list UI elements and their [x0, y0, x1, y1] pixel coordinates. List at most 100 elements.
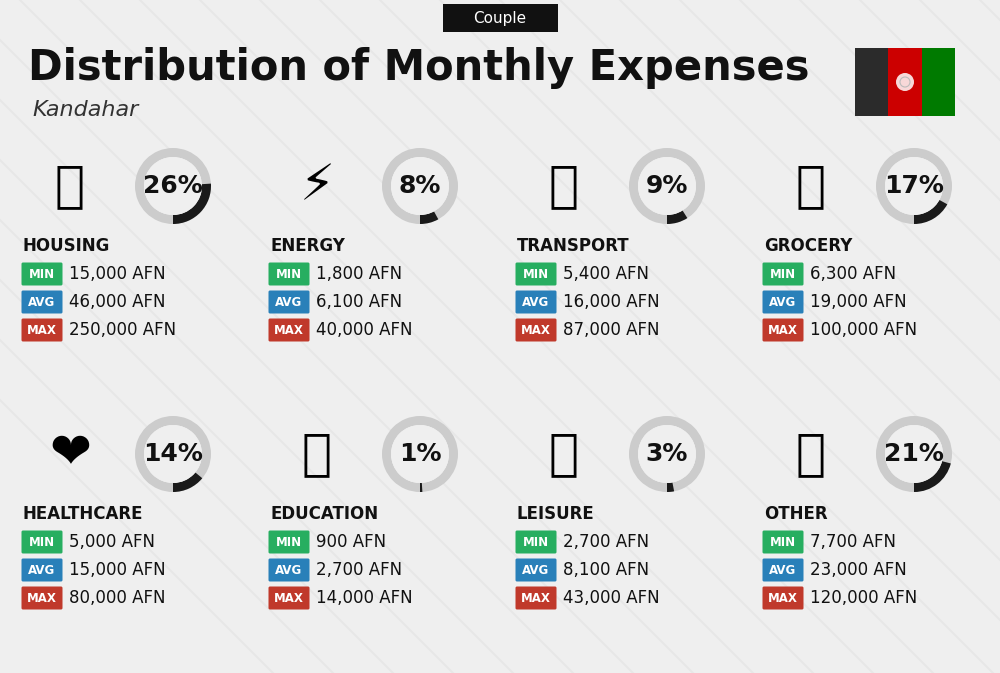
FancyBboxPatch shape [268, 530, 310, 553]
Text: ⚡: ⚡ [299, 162, 335, 210]
Text: OTHER: OTHER [764, 505, 828, 523]
Text: TRANSPORT: TRANSPORT [517, 237, 630, 255]
Wedge shape [667, 211, 687, 224]
Circle shape [896, 73, 914, 91]
Circle shape [885, 157, 943, 215]
FancyBboxPatch shape [22, 559, 62, 581]
Text: AVG: AVG [28, 295, 56, 308]
Wedge shape [914, 200, 947, 224]
Text: 7,700 AFN: 7,700 AFN [810, 533, 896, 551]
Text: MAX: MAX [274, 592, 304, 604]
FancyBboxPatch shape [516, 262, 556, 285]
Text: 🏢: 🏢 [55, 162, 85, 210]
Text: MIN: MIN [770, 267, 796, 281]
Text: 9%: 9% [646, 174, 688, 198]
Text: MAX: MAX [768, 324, 798, 336]
FancyBboxPatch shape [268, 318, 310, 341]
FancyBboxPatch shape [22, 586, 62, 610]
Text: 1,800 AFN: 1,800 AFN [316, 265, 402, 283]
FancyBboxPatch shape [268, 291, 310, 314]
Wedge shape [876, 416, 952, 492]
FancyBboxPatch shape [22, 291, 62, 314]
Text: 🛒: 🛒 [796, 162, 826, 210]
FancyBboxPatch shape [763, 586, 804, 610]
Text: MAX: MAX [521, 324, 551, 336]
FancyBboxPatch shape [268, 262, 310, 285]
Text: MIN: MIN [770, 536, 796, 548]
Text: 19,000 AFN: 19,000 AFN [810, 293, 907, 311]
Text: 43,000 AFN: 43,000 AFN [563, 589, 660, 607]
Text: 26%: 26% [143, 174, 203, 198]
Text: 80,000 AFN: 80,000 AFN [69, 589, 166, 607]
Circle shape [144, 425, 202, 483]
Text: Couple: Couple [473, 11, 527, 26]
Text: AVG: AVG [522, 563, 550, 577]
Text: 15,000 AFN: 15,000 AFN [69, 265, 166, 283]
Text: 21%: 21% [884, 442, 944, 466]
Text: AVG: AVG [275, 295, 303, 308]
FancyBboxPatch shape [516, 291, 556, 314]
FancyBboxPatch shape [22, 318, 62, 341]
Wedge shape [914, 461, 951, 492]
Text: 23,000 AFN: 23,000 AFN [810, 561, 907, 579]
Text: Kandahar: Kandahar [32, 100, 138, 120]
FancyBboxPatch shape [268, 559, 310, 581]
Text: MIN: MIN [29, 536, 55, 548]
Text: 15,000 AFN: 15,000 AFN [69, 561, 166, 579]
Wedge shape [420, 211, 438, 224]
Text: 14%: 14% [143, 442, 203, 466]
Text: 3%: 3% [646, 442, 688, 466]
Text: 120,000 AFN: 120,000 AFN [810, 589, 917, 607]
Text: AVG: AVG [28, 563, 56, 577]
FancyBboxPatch shape [763, 262, 804, 285]
Text: 100,000 AFN: 100,000 AFN [810, 321, 917, 339]
Text: 16,000 AFN: 16,000 AFN [563, 293, 660, 311]
Text: 💰: 💰 [796, 430, 826, 478]
Wedge shape [629, 148, 705, 224]
Text: MAX: MAX [27, 324, 57, 336]
Text: LEISURE: LEISURE [517, 505, 595, 523]
Text: Distribution of Monthly Expenses: Distribution of Monthly Expenses [28, 47, 810, 89]
Wedge shape [135, 416, 211, 492]
Text: 87,000 AFN: 87,000 AFN [563, 321, 660, 339]
Text: MAX: MAX [27, 592, 57, 604]
Text: MAX: MAX [768, 592, 798, 604]
FancyBboxPatch shape [763, 291, 804, 314]
Text: 17%: 17% [884, 174, 944, 198]
FancyBboxPatch shape [516, 586, 556, 610]
FancyBboxPatch shape [516, 318, 556, 341]
FancyBboxPatch shape [763, 530, 804, 553]
Circle shape [391, 157, 449, 215]
Circle shape [391, 425, 449, 483]
Text: 14,000 AFN: 14,000 AFN [316, 589, 413, 607]
Text: 900 AFN: 900 AFN [316, 533, 386, 551]
Text: ENERGY: ENERGY [270, 237, 345, 255]
FancyBboxPatch shape [22, 530, 62, 553]
Text: 250,000 AFN: 250,000 AFN [69, 321, 176, 339]
Wedge shape [629, 416, 705, 492]
Text: 5,000 AFN: 5,000 AFN [69, 533, 155, 551]
Text: AVG: AVG [769, 295, 797, 308]
Text: 8%: 8% [399, 174, 441, 198]
Text: 🚌: 🚌 [549, 162, 579, 210]
Wedge shape [420, 483, 422, 492]
FancyBboxPatch shape [22, 262, 62, 285]
Wedge shape [173, 472, 202, 492]
Wedge shape [173, 184, 211, 224]
FancyBboxPatch shape [268, 586, 310, 610]
Circle shape [885, 425, 943, 483]
Text: MIN: MIN [523, 267, 549, 281]
Text: 40,000 AFN: 40,000 AFN [316, 321, 413, 339]
Text: HOUSING: HOUSING [23, 237, 110, 255]
FancyBboxPatch shape [763, 318, 804, 341]
Text: 5,400 AFN: 5,400 AFN [563, 265, 649, 283]
Text: 8,100 AFN: 8,100 AFN [563, 561, 649, 579]
Text: AVG: AVG [275, 563, 303, 577]
Text: GROCERY: GROCERY [764, 237, 852, 255]
Text: HEALTHCARE: HEALTHCARE [23, 505, 144, 523]
Text: MIN: MIN [276, 267, 302, 281]
Text: EDUCATION: EDUCATION [270, 505, 378, 523]
Wedge shape [667, 483, 674, 492]
Text: MIN: MIN [523, 536, 549, 548]
Text: ❤: ❤ [49, 430, 91, 478]
